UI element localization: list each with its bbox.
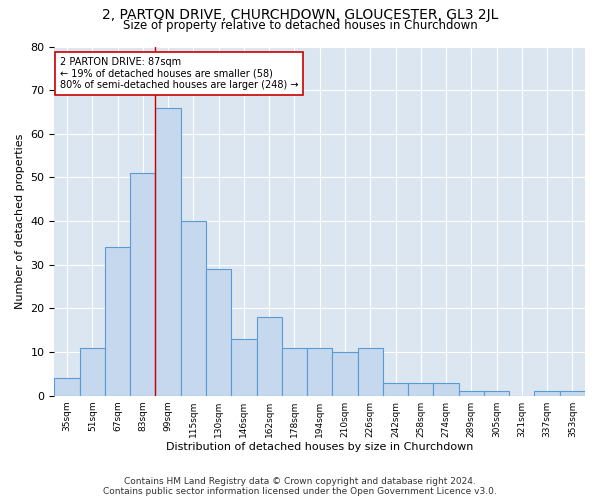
Bar (307, 348, 332, 396)
Bar (458, 392, 484, 396)
Bar (332, 352, 358, 396)
Bar (282, 348, 307, 396)
Bar (408, 382, 433, 396)
Bar (383, 382, 408, 396)
X-axis label: Distribution of detached houses by size in Churchdown: Distribution of detached houses by size … (166, 442, 473, 452)
Text: Contains HM Land Registry data © Crown copyright and database right 2024.
Contai: Contains HM Land Registry data © Crown c… (103, 476, 497, 496)
Text: 2, PARTON DRIVE, CHURCHDOWN, GLOUCESTER, GL3 2JL: 2, PARTON DRIVE, CHURCHDOWN, GLOUCESTER,… (102, 8, 498, 22)
Bar (155, 108, 181, 396)
Bar (181, 221, 206, 396)
Bar (358, 348, 383, 396)
Bar (206, 269, 231, 396)
Bar (231, 339, 257, 396)
Bar (560, 392, 585, 396)
Bar (80, 348, 105, 396)
Bar (55, 378, 80, 396)
Bar (484, 392, 509, 396)
Bar (433, 382, 458, 396)
Bar (257, 317, 282, 396)
Bar (535, 392, 560, 396)
Bar (130, 173, 155, 396)
Text: 2 PARTON DRIVE: 87sqm
← 19% of detached houses are smaller (58)
80% of semi-deta: 2 PARTON DRIVE: 87sqm ← 19% of detached … (60, 57, 298, 90)
Bar (105, 248, 130, 396)
Text: Size of property relative to detached houses in Churchdown: Size of property relative to detached ho… (122, 18, 478, 32)
Y-axis label: Number of detached properties: Number of detached properties (15, 134, 25, 309)
